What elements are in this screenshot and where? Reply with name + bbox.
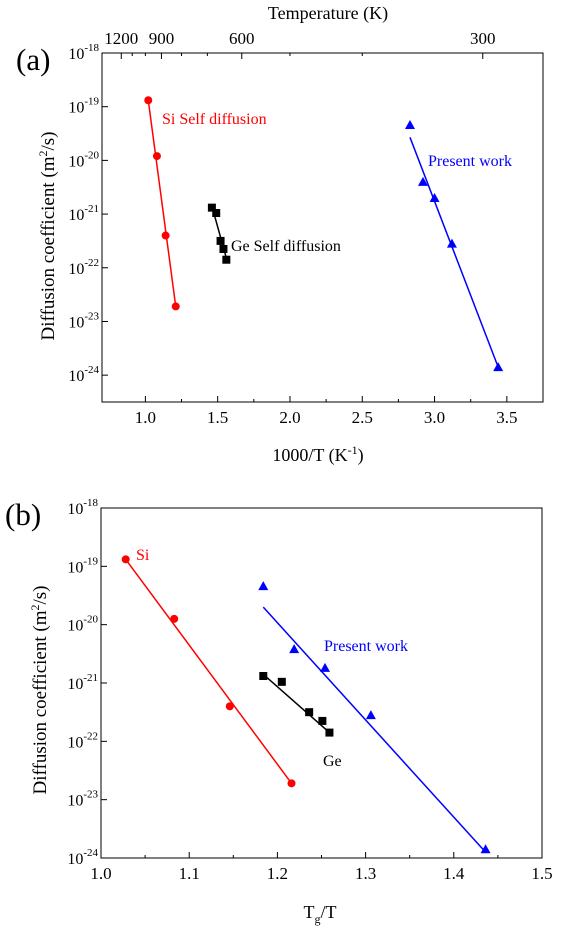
x-tick-label: 1.3: [355, 864, 376, 883]
y-axis-label: Diffusion coefficient (m2/s): [36, 132, 59, 341]
data-point-present-work: [404, 119, 415, 129]
data-point-ge-self-diffusion: [219, 244, 228, 253]
series-label-ge-self-diffusion: Ge Self diffusion: [231, 238, 341, 255]
x-tick-label: 2.5: [352, 408, 373, 427]
data-point-ge: [325, 728, 334, 737]
data-point-si-self-diffusion: [144, 96, 153, 105]
data-point-present-work: [417, 176, 428, 186]
x-axis-label: Tg/T: [304, 902, 337, 926]
x-tick-label: 1.0: [135, 408, 156, 427]
y-tick-label: 10-23: [67, 789, 98, 810]
y-tick-label: 10-18: [68, 42, 99, 63]
data-point-present-work: [429, 192, 440, 202]
plot-marks: Si Ge Present work: [121, 547, 491, 854]
y-tick-label: 10-21: [67, 672, 98, 693]
data-point-si: [287, 779, 296, 788]
y-tick-label: 10-19: [67, 555, 98, 576]
axis-ticks: 1.0 1.1 1.2 1.3 1.4 1.5 10-24 10-23 10-22 10-21 10…: [67, 497, 552, 883]
fit-line-si-self-diffusion: [147, 100, 177, 307]
data-point-ge-self-diffusion: [207, 203, 216, 212]
fit-line-present-work: [409, 137, 499, 368]
data-point-si-self-diffusion: [171, 302, 180, 311]
x-tick-label: 2.0: [279, 408, 300, 427]
data-point-present-work: [446, 238, 457, 248]
data-point-si: [170, 614, 179, 623]
data-point-si: [121, 555, 130, 564]
series-label-present-work: Present work: [324, 638, 408, 655]
y-tick-label: 10-24: [67, 847, 98, 868]
data-point-ge: [318, 716, 327, 725]
data-point-present-work: [365, 710, 376, 720]
plot-frame: [101, 52, 544, 403]
panel-label: (a): [16, 42, 50, 77]
top-tick-label: 600: [229, 29, 255, 48]
y-tick-label: 10-22: [68, 257, 99, 278]
data-point-present-work: [320, 662, 331, 672]
data-point-ge-self-diffusion: [212, 209, 221, 218]
plot-frame: [100, 507, 543, 859]
data-point-present-work: [480, 844, 491, 854]
y-tick-label: 10-23: [68, 310, 99, 331]
y-tick-label: 10-19: [68, 96, 99, 117]
x-tick-label: 3.5: [496, 408, 517, 427]
panel-b: (b) Diffusion coefficient (m2/s) Tg/T 1.…: [5, 497, 553, 926]
data-point-ge-self-diffusion: [216, 236, 225, 245]
x-tick-label: 1.4: [443, 864, 465, 883]
fit-line-present-work: [262, 606, 487, 853]
data-point-present-work: [493, 362, 504, 372]
y-axis-label: Diffusion coefficient (m2/s): [28, 586, 51, 795]
top-tick-label: 300: [470, 29, 496, 48]
y-tick-label: 10-24: [68, 364, 99, 385]
data-point-ge: [277, 677, 286, 686]
x-tick-label: 3.0: [424, 408, 445, 427]
data-point-si: [225, 702, 234, 711]
plot-marks: Si Self diffusion Ge Self diffusion Presen…: [144, 96, 512, 372]
axis-ticks: 1.0 1.5 2.0 2.5 3.0 3.5 10-24 10-23 10-22 10-21 10…: [68, 29, 517, 427]
x-tick-label: 1.5: [207, 408, 228, 427]
x-tick-label: 1.5: [531, 864, 552, 883]
y-tick-label: 10-18: [67, 497, 98, 518]
data-point-ge-self-diffusion: [222, 255, 231, 264]
top-tick-label: 900: [149, 29, 175, 48]
x-tick-label: 1.1: [179, 864, 200, 883]
data-point-ge: [259, 672, 268, 680]
data-point-present-work: [258, 581, 269, 591]
y-tick-label: 10-22: [67, 730, 98, 751]
y-tick-label: 10-20: [68, 149, 99, 170]
data-point-ge: [305, 708, 314, 717]
data-point-si-self-diffusion: [161, 231, 170, 240]
y-tick-label: 10-20: [67, 614, 98, 635]
data-point-present-work: [289, 644, 300, 654]
top-tick-label: 1200: [104, 29, 138, 48]
x-axis-label: 1000/T (K-1): [272, 443, 363, 466]
data-point-si-self-diffusion: [152, 152, 161, 161]
panel-label: (b): [5, 497, 41, 532]
series-label-si: Si: [136, 547, 150, 564]
y-tick-label: 10-21: [68, 203, 99, 224]
series-label-si-self-diffusion: Si Self diffusion: [162, 111, 267, 128]
x-tick-label: 1.0: [90, 864, 111, 883]
panel-a: (a) Temperature (K) Diffusion coefficien…: [16, 3, 544, 466]
series-label-present-work: Present work: [428, 153, 512, 170]
x-tick-label: 1.2: [267, 864, 288, 883]
fit-line-si: [125, 558, 293, 784]
top-axis-title: Temperature (K): [268, 3, 388, 24]
series-label-ge: Ge: [323, 753, 342, 770]
